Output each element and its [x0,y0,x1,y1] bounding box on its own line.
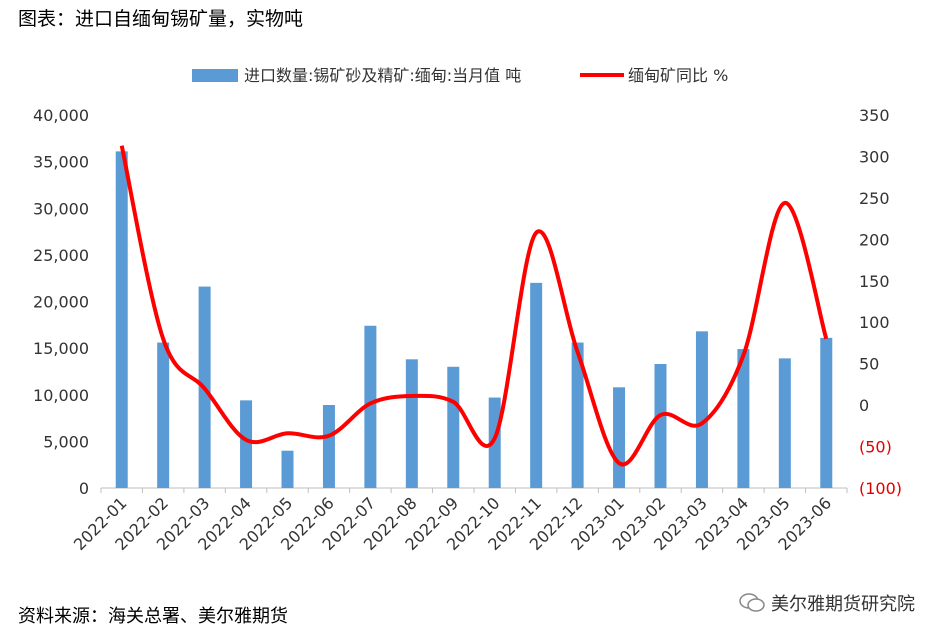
left-tick-label: 5,000 [43,432,89,451]
watermark: 美尔雅期货研究院 [739,590,915,616]
bar [115,151,128,488]
right-tick-label: 250 [859,189,890,208]
axes [100,487,848,493]
bar [571,342,584,488]
bar [778,358,791,488]
bar [364,325,377,488]
yoy-line [119,145,829,467]
legend: 进口数量:锡矿砂及精矿:缅甸:当月值 吨 缅甸矿同比 % [192,66,728,85]
left-tick-label: 30,000 [33,199,89,218]
watermark-text: 美尔雅期货研究院 [771,594,915,615]
left-tick-label: 40,000 [33,106,89,125]
right-tick-label: 0 [859,396,869,415]
legend-line-label: 缅甸矿同比 % [628,66,728,85]
chart-title: 图表：进口自缅甸锡矿量，实物吨 [18,8,304,30]
left-tick-label: 10,000 [33,386,89,405]
bar [613,387,626,488]
bar [240,400,253,488]
bar [820,337,833,488]
bar [447,366,460,488]
line-series [119,145,829,467]
right-tick-label: 350 [859,106,890,125]
left-tick-label: 15,000 [33,339,89,358]
right-tick-label: 200 [859,230,890,249]
source-note: 资料来源：海关总署、美尔雅期货 [18,606,288,627]
right-axis-ticks: (100) (50) 0 50 100 150 200 250 300 350 [859,106,902,498]
bar [322,405,335,488]
left-tick-label: 20,000 [33,293,89,312]
bar [405,359,418,488]
right-tick-label: (50) [859,438,892,457]
legend-bar-label: 进口数量:锡矿砂及精矿:缅甸:当月值 吨 [244,66,521,85]
wechat-icon [739,593,765,612]
right-tick-label: 100 [859,313,890,332]
bar [737,349,750,488]
bar [530,282,543,488]
left-tick-label: 25,000 [33,246,89,265]
right-tick-label: (100) [859,479,902,498]
bar [157,342,170,488]
x-axis-ticks: 2022-012022-022022-032022-042022-052022-… [70,493,835,554]
left-axis-ticks: 0 5,000 10,000 15,000 20,000 25,000 30,000 35,0… [33,106,89,498]
legend-bar-swatch [192,69,238,82]
bar [654,363,667,488]
left-tick-label: 35,000 [33,153,89,172]
bar-series [115,151,833,488]
right-tick-label: 50 [859,355,879,374]
right-tick-label: 150 [859,272,890,291]
bar [488,397,501,488]
bar [281,450,294,488]
left-tick-label: 0 [79,479,89,498]
bar [695,331,708,488]
right-tick-label: 300 [859,147,890,166]
